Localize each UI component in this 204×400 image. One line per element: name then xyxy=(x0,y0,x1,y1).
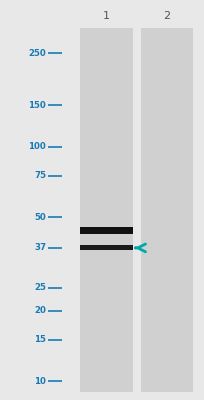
Text: 2: 2 xyxy=(162,11,170,21)
Text: 150: 150 xyxy=(28,101,46,110)
Text: 1: 1 xyxy=(103,11,110,21)
Text: 250: 250 xyxy=(28,49,46,58)
Bar xyxy=(80,28,132,392)
Bar xyxy=(140,28,192,392)
Text: 25: 25 xyxy=(34,283,46,292)
Text: 75: 75 xyxy=(34,171,46,180)
Text: 100: 100 xyxy=(28,142,46,151)
Text: 50: 50 xyxy=(34,213,46,222)
Text: 37: 37 xyxy=(34,244,46,252)
Text: 10: 10 xyxy=(34,377,46,386)
Text: 15: 15 xyxy=(34,336,46,344)
Text: 20: 20 xyxy=(34,306,46,315)
Bar xyxy=(80,227,132,234)
Bar xyxy=(80,246,132,250)
